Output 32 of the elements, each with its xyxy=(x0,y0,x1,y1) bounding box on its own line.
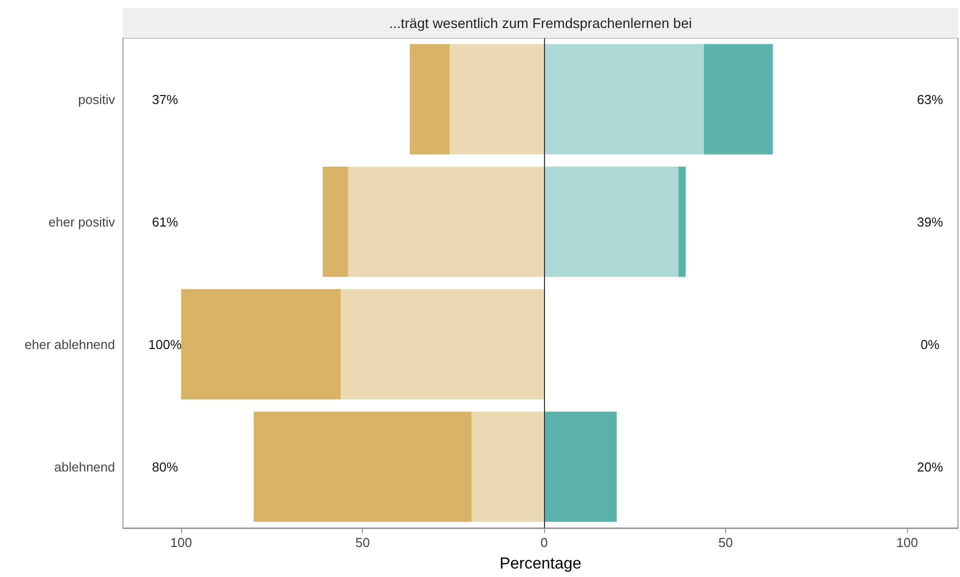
bar xyxy=(544,166,678,277)
x-axis-title: Percentage xyxy=(500,556,582,572)
bar xyxy=(450,44,544,154)
bar xyxy=(410,44,450,154)
x-tick-label: 100 xyxy=(170,535,192,550)
y-tick-label: positiv xyxy=(78,92,116,107)
annotation: 0% xyxy=(920,336,940,352)
bar xyxy=(704,44,773,154)
bar xyxy=(348,166,544,277)
annotation: 63% xyxy=(916,92,944,107)
x-tick-label: 0 xyxy=(540,535,548,550)
annotation: 61% xyxy=(152,214,178,230)
x-tick-label: 50 xyxy=(355,535,370,550)
y-tick-label: eher ablehnend xyxy=(24,336,115,352)
bar xyxy=(254,412,472,522)
annotation: 80% xyxy=(152,459,178,474)
bar xyxy=(340,289,544,400)
bar xyxy=(181,289,341,400)
bar xyxy=(678,166,686,277)
bar xyxy=(472,412,544,522)
x-tick-label: 100 xyxy=(896,535,918,550)
bar xyxy=(544,44,704,154)
y-tick-label: eher positiv xyxy=(48,214,116,230)
annotation: 39% xyxy=(916,214,944,230)
bar xyxy=(544,412,617,522)
x-tick-label: 50 xyxy=(718,535,733,550)
annotation: 37% xyxy=(152,92,178,107)
y-tick-label: ablehnend xyxy=(54,459,115,474)
annotation: 20% xyxy=(916,459,944,474)
bar xyxy=(322,166,348,277)
annotation: 100% xyxy=(148,336,182,352)
chart-title: ...trägt wesentlich zum Fremdsprachenlernen bei xyxy=(123,8,958,38)
